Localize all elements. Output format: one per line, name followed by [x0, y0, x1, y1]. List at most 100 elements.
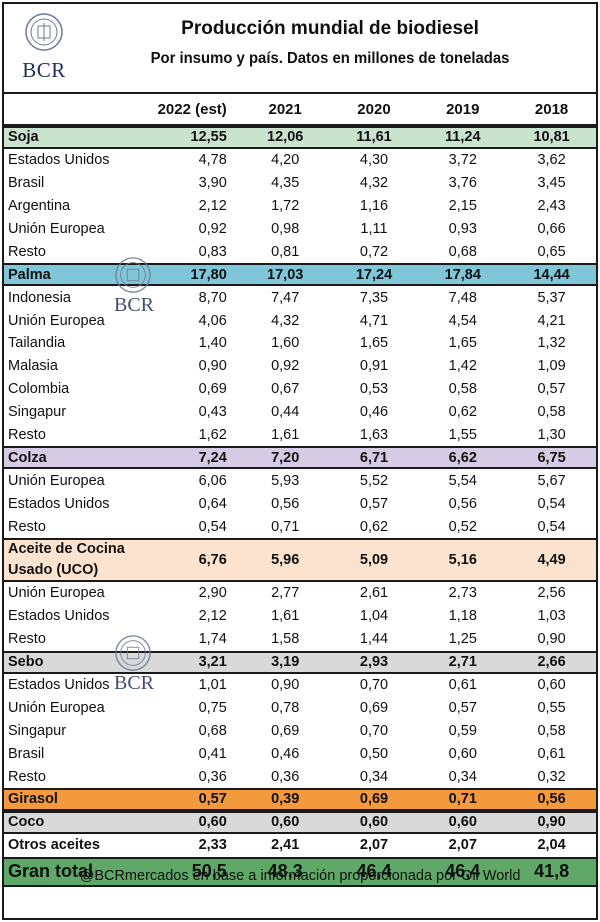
- value-cell: 0,58: [537, 722, 566, 739]
- value-cell: 4,06: [198, 312, 227, 329]
- grand-total-value: 46,4: [445, 861, 481, 882]
- country-label: Resto: [8, 518, 46, 535]
- country-label: Unión Europea: [8, 472, 105, 489]
- value-cell: 8,70: [198, 289, 227, 306]
- value-cell: 4,78: [198, 152, 227, 169]
- biodiesel-table: 2022 (est) 2021 2020 2019 2018 Soja 12,55…: [4, 92, 596, 887]
- country-row: Resto 1,74 1,58 1,44 1,25 0,90: [4, 628, 596, 651]
- value-cell: 3,19: [271, 654, 300, 671]
- value-cell: 1,60: [271, 335, 300, 352]
- country-label: Singapur: [8, 722, 67, 739]
- value-cell: 1,61: [271, 427, 300, 444]
- value-cell: 0,54: [198, 518, 227, 535]
- value-cell: 1,01: [198, 677, 227, 694]
- value-cell: 2,90: [198, 585, 227, 602]
- country-label: Estados Unidos: [8, 152, 110, 169]
- value-cell: 0,72: [359, 243, 389, 260]
- value-cell: 2,77: [271, 585, 300, 602]
- value-cell: 17,24: [355, 266, 393, 283]
- value-cell: 0,65: [537, 243, 566, 260]
- country-row: Estados Unidos 0,64 0,56 0,57 0,56 0,54: [4, 492, 596, 515]
- category-row-girasol: Girasol 0,57 0,39 0,69 0,71 0,56: [4, 788, 596, 811]
- report-header: BCR Producción mundial de biodiesel Por …: [4, 4, 596, 90]
- grand-total-label: Gran total: [8, 861, 94, 882]
- value-cell: 2,56: [537, 585, 566, 602]
- value-cell: 0,56: [537, 791, 566, 808]
- value-cell: 0,56: [448, 495, 477, 512]
- value-cell: 0,62: [359, 518, 389, 535]
- value-cell: 0,60: [271, 814, 300, 831]
- value-cell: 0,61: [537, 745, 566, 762]
- country-row: Malasia 0,90 0,92 0,91 1,42 1,09: [4, 355, 596, 378]
- value-cell: 4,30: [359, 152, 389, 169]
- value-cell: 4,32: [359, 175, 389, 192]
- value-cell: 2,07: [359, 837, 389, 854]
- value-cell: 17,80: [190, 266, 227, 283]
- value-cell: 1,32: [537, 335, 566, 352]
- category-row-colza: Colza 7,24 7,20 6,71 6,62 6,75: [4, 446, 596, 470]
- value-cell: 0,34: [359, 768, 389, 785]
- value-cell: 0,75: [198, 699, 227, 716]
- country-label: Malasia: [8, 358, 58, 375]
- country-row: Tailandia 1,40 1,60 1,65 1,65 1,32: [4, 332, 596, 355]
- country-label: Indonesia: [8, 289, 71, 306]
- value-cell: 6,76: [198, 552, 227, 569]
- value-cell: 0,92: [271, 358, 300, 375]
- value-cell: 0,69: [198, 381, 227, 398]
- value-cell: 3,72: [448, 152, 477, 169]
- value-cell: 2,12: [198, 198, 227, 215]
- country-row: Singapur 0,43 0,44 0,46 0,62 0,58: [4, 401, 596, 424]
- value-cell: 1,16: [359, 198, 389, 215]
- value-cell: 0,36: [198, 768, 227, 785]
- value-cell: 1,18: [448, 608, 477, 625]
- value-cell: 0,92: [198, 221, 227, 237]
- value-cell: 3,90: [198, 175, 227, 192]
- value-cell: 3,76: [448, 175, 477, 192]
- grand-total-value: 50,5: [191, 861, 227, 882]
- value-cell: 0,55: [537, 699, 566, 716]
- value-cell: 0,53: [359, 381, 389, 398]
- column-header: 2020: [357, 100, 391, 118]
- value-cell: 2,43: [537, 198, 566, 215]
- value-cell: 5,93: [271, 472, 300, 489]
- value-cell: 0,60: [448, 745, 477, 762]
- country-label: Resto: [8, 768, 46, 785]
- value-cell: 7,24: [198, 449, 227, 466]
- country-row: Resto 0,83 0,81 0,72 0,68 0,65: [4, 240, 596, 263]
- bcr-logo-text: BCR: [22, 58, 66, 82]
- value-cell: 5,37: [537, 289, 566, 306]
- value-cell: 12,06: [267, 129, 304, 146]
- value-cell: 7,47: [271, 289, 300, 306]
- bcr-seal-icon: [115, 257, 151, 293]
- value-cell: 0,54: [537, 495, 566, 512]
- category-label: Otros aceites: [8, 837, 100, 854]
- value-cell: 2,07: [448, 837, 477, 854]
- country-label: Unión Europea: [8, 221, 105, 237]
- value-cell: 12,55: [190, 129, 227, 146]
- value-cell: 0,41: [198, 745, 227, 762]
- value-cell: 1,03: [537, 608, 566, 625]
- country-row: Colombia 0,69 0,67 0,53 0,58 0,57: [4, 378, 596, 401]
- column-header: 2019: [446, 100, 480, 118]
- value-cell: 0,60: [448, 814, 477, 831]
- value-cell: 0,57: [198, 791, 227, 808]
- value-cell: 1,09: [537, 358, 566, 375]
- value-cell: 6,06: [198, 472, 227, 489]
- country-row: Argentina 2,12 1,72 1,16 2,15 2,43: [4, 195, 596, 218]
- value-cell: 5,54: [448, 472, 477, 489]
- country-label: Unión Europea: [8, 699, 105, 716]
- page-subtitle: Por insumo y país. Datos en millones de …: [150, 50, 510, 67]
- value-cell: 3,21: [198, 654, 227, 671]
- value-cell: 2,15: [448, 198, 477, 215]
- value-cell: 0,57: [537, 381, 566, 398]
- country-label: Resto: [8, 243, 46, 260]
- value-cell: 0,71: [271, 518, 300, 535]
- page-title: Producción mundial de biodiesel: [181, 18, 479, 39]
- category-label: Palma: [8, 266, 51, 283]
- value-cell: 1,63: [359, 427, 389, 444]
- country-row: Resto 0,36 0,36 0,34 0,34 0,32: [4, 765, 596, 788]
- value-cell: 0,90: [198, 358, 227, 375]
- value-cell: 0,58: [537, 404, 566, 421]
- value-cell: 0,98: [271, 221, 300, 237]
- country-row: Unión Europea 0,92 0,98 1,11 0,93 0,66: [4, 218, 596, 241]
